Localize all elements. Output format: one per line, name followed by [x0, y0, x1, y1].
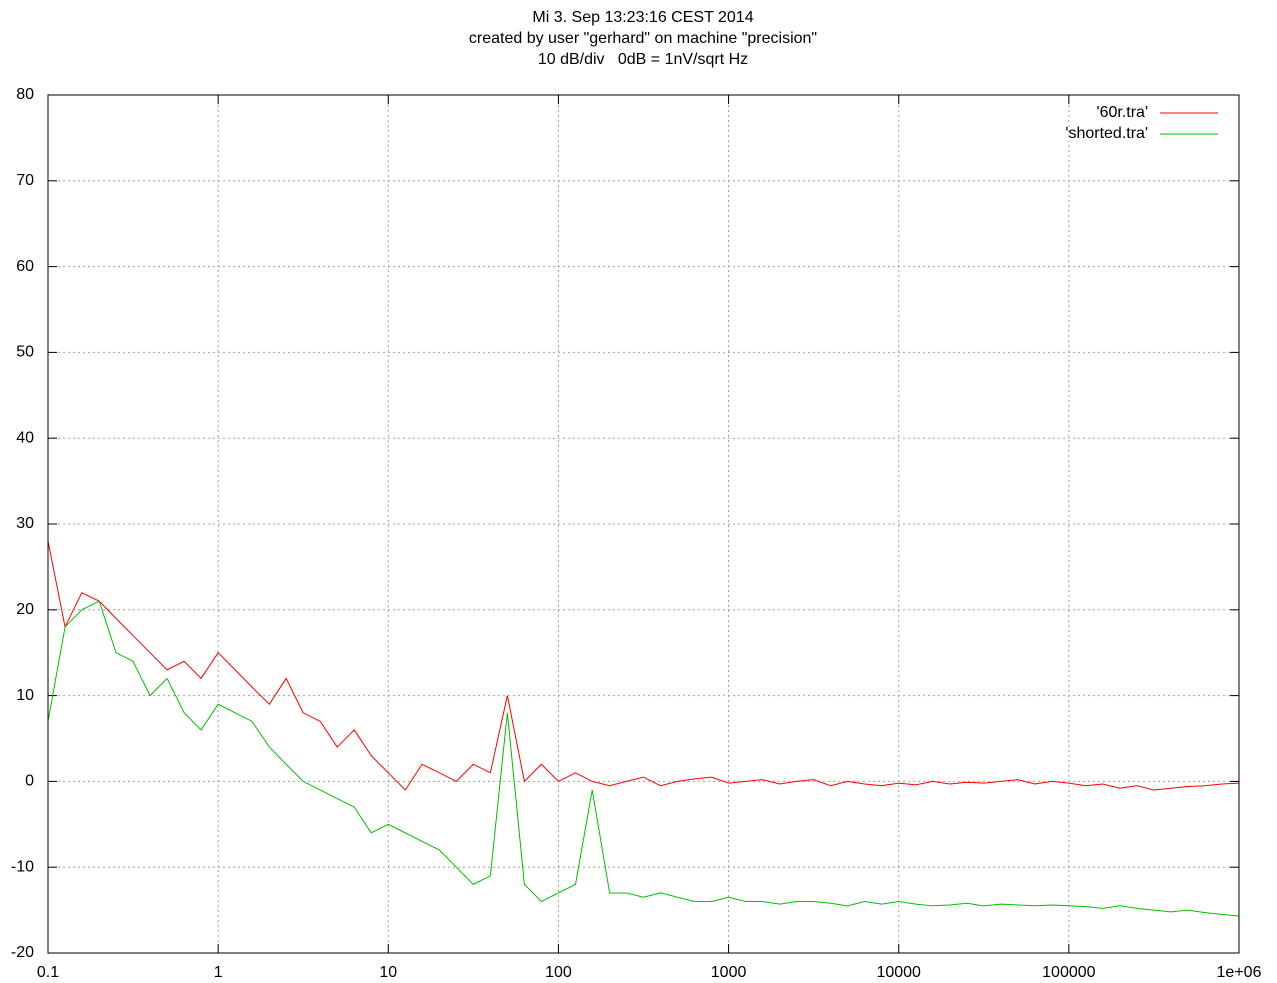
chart-title: created by user "gerhard" on machine "pr… [469, 30, 817, 47]
y-tick-label: 20 [16, 601, 34, 618]
series-line [47, 541, 1240, 791]
series-line [47, 600, 1240, 917]
legend-label: 'shorted.tra' [1065, 125, 1148, 142]
y-tick-label: 60 [16, 258, 34, 275]
y-tick-label: 70 [16, 172, 34, 189]
x-tick-label: 100000 [1042, 964, 1095, 981]
y-tick-label: 40 [16, 429, 34, 446]
plot-border [47, 94, 1240, 954]
x-tick-label: 10000 [876, 964, 921, 981]
chart-title: 10 dB/div 0dB = 1nV/sqrt Hz [538, 51, 748, 68]
legend-label: '60r.tra' [1097, 104, 1148, 121]
x-tick-label: 1 [214, 964, 223, 981]
y-tick-label: 50 [16, 344, 34, 361]
y-tick-label: 80 [16, 86, 34, 103]
chart-title: Mi 3. Sep 13:23:16 CEST 2014 [532, 9, 753, 26]
x-tick-label: 0.1 [37, 964, 59, 981]
y-tick-label: 0 [25, 773, 34, 790]
y-tick-label: -10 [11, 858, 34, 875]
y-tick-label: 30 [16, 515, 34, 532]
x-tick-label: 10 [379, 964, 397, 981]
x-tick-label: 1e+06 [1217, 964, 1262, 981]
x-tick-label: 100 [545, 964, 572, 981]
y-tick-label: 10 [16, 687, 34, 704]
x-tick-label: 1000 [711, 964, 747, 981]
y-tick-label: -20 [11, 944, 34, 961]
